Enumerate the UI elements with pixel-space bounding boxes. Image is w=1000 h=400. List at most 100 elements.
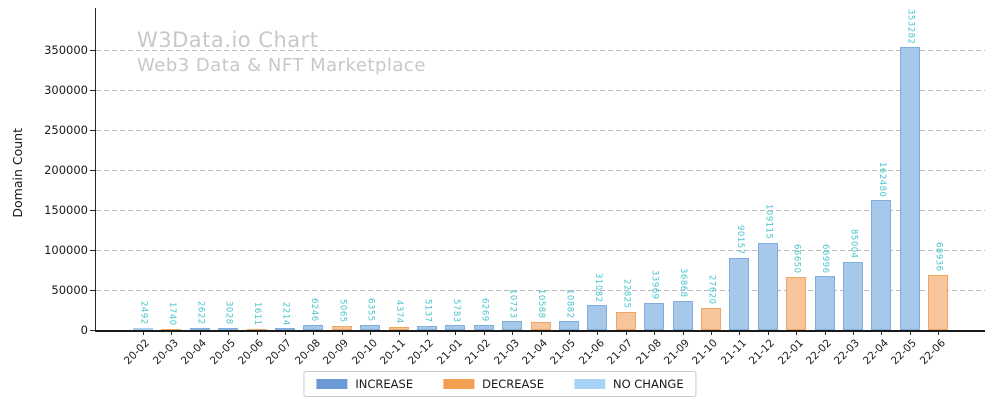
bar-value-label: 10723 — [507, 288, 518, 319]
bar-value-label: 1740 — [166, 301, 177, 326]
x-axis-tick — [341, 331, 343, 335]
x-tick-label: 20-07 — [264, 337, 295, 368]
y-axis-tick — [90, 170, 95, 171]
bar-20-11 — [388, 326, 409, 330]
x-tick-label: 20-05 — [207, 337, 238, 368]
legend-label: DECREASE — [482, 377, 544, 391]
bar-20-08 — [303, 325, 324, 330]
gridline — [96, 50, 985, 51]
bar-21-01 — [445, 325, 466, 330]
bar-value-label: 85004 — [848, 229, 859, 259]
bar-20-09 — [331, 325, 352, 330]
x-tick-label: 20-12 — [406, 337, 437, 368]
gridline — [96, 170, 985, 171]
chart-title: W3Data.io Chart — [137, 28, 319, 52]
x-tick-label: 20-11 — [378, 337, 409, 368]
x-tick-label: 20-09 — [321, 337, 352, 368]
bar-20-04 — [189, 327, 210, 330]
bar-value-label: 33969 — [649, 270, 660, 300]
bar-21-06 — [587, 305, 608, 330]
legend-label: NO CHANGE — [612, 377, 684, 391]
y-tick-label: 100000 — [44, 243, 88, 257]
x-tick-label: 22-05 — [889, 337, 920, 368]
bar-21-11 — [729, 257, 750, 330]
bar-21-10 — [701, 307, 721, 330]
bar-20-02 — [133, 328, 153, 330]
y-axis-tick — [90, 250, 95, 251]
y-tick-label: 300000 — [44, 83, 88, 97]
x-axis-tick — [256, 331, 258, 335]
x-axis-tick — [711, 331, 712, 335]
x-axis-tick — [483, 331, 485, 335]
x-axis-tick — [143, 331, 144, 335]
y-tick-label: 150000 — [44, 203, 88, 217]
bar-20-07 — [275, 328, 295, 331]
y-tick-label: 200000 — [44, 163, 88, 177]
x-axis-tick — [824, 331, 826, 335]
bar-value-label: 2492 — [138, 301, 149, 326]
y-axis-label: Domain Count — [10, 128, 25, 218]
bar-21-09 — [672, 300, 693, 330]
legend-item-no_change: NO CHANGE — [573, 377, 684, 391]
x-axis-tick — [199, 331, 201, 335]
bar-21-04 — [530, 321, 551, 330]
bar-value-label: 27620 — [706, 275, 717, 305]
y-axis-tick — [90, 330, 95, 331]
bar-value-label: 22825 — [621, 279, 632, 309]
bar-value-label: 31082 — [592, 272, 603, 303]
gridline — [96, 210, 985, 211]
bar-21-03 — [502, 321, 523, 330]
bar-value-label: 109115 — [763, 204, 774, 240]
bar-value-label: 36868 — [678, 267, 689, 298]
bar-value-label: 353282 — [905, 8, 916, 45]
x-tick-label: 21-02 — [463, 337, 494, 368]
bar-value-label: 6269 — [479, 298, 490, 322]
legend-swatch-decrease — [443, 379, 475, 389]
bar-value-label: 10588 — [536, 288, 547, 319]
x-tick-label: 21-01 — [434, 337, 465, 368]
x-tick-label: 20-06 — [236, 337, 267, 368]
x-axis-tick — [938, 331, 940, 335]
bar-21-02 — [473, 324, 494, 330]
bar-22-01 — [786, 276, 807, 330]
y-axis-tick — [90, 290, 95, 291]
x-axis-tick — [455, 331, 457, 335]
legend-swatch-increase — [316, 379, 348, 389]
x-axis-tick — [881, 331, 883, 335]
bar-22-02 — [814, 276, 835, 330]
y-tick-label: 0 — [80, 323, 88, 337]
x-tick-label: 21-12 — [747, 337, 778, 368]
x-tick-label: 20-10 — [349, 337, 380, 368]
x-axis-tick — [370, 331, 372, 335]
y-axis-tick — [90, 90, 95, 91]
x-tick-label: 22-06 — [917, 337, 948, 368]
bar-22-04 — [871, 200, 892, 330]
bar-value-label: 1611 — [252, 301, 263, 326]
y-axis-tick — [90, 210, 95, 211]
x-tick-label: 21-10 — [690, 337, 721, 368]
bar-22-03 — [843, 261, 863, 330]
x-tick-label: 21-04 — [520, 337, 551, 368]
x-tick-label: 21-05 — [548, 337, 579, 368]
bar-value-label: 5065 — [337, 299, 348, 323]
gridline — [96, 130, 985, 131]
gridline — [96, 290, 985, 291]
legend: INCREASE DECREASE NO CHANGE — [303, 371, 697, 397]
bar-value-label: 66996 — [820, 243, 831, 274]
x-axis-tick — [597, 331, 599, 335]
x-tick-label: 20-04 — [179, 337, 210, 368]
x-axis-tick — [739, 331, 741, 335]
bar-value-label: 66650 — [791, 244, 802, 274]
bar-22-05 — [899, 47, 920, 330]
y-tick-label: 350000 — [44, 43, 88, 57]
x-axis-tick — [569, 331, 570, 335]
x-tick-label: 21-06 — [576, 337, 607, 368]
bar-value-label: 6355 — [365, 298, 376, 322]
x-axis-tick — [540, 331, 542, 335]
x-axis-tick — [285, 331, 286, 335]
x-tick-label: 22-01 — [775, 337, 806, 368]
x-tick-label: 21-09 — [662, 337, 693, 368]
x-axis-tick — [654, 331, 656, 335]
bar-value-label: 68936 — [933, 242, 944, 272]
